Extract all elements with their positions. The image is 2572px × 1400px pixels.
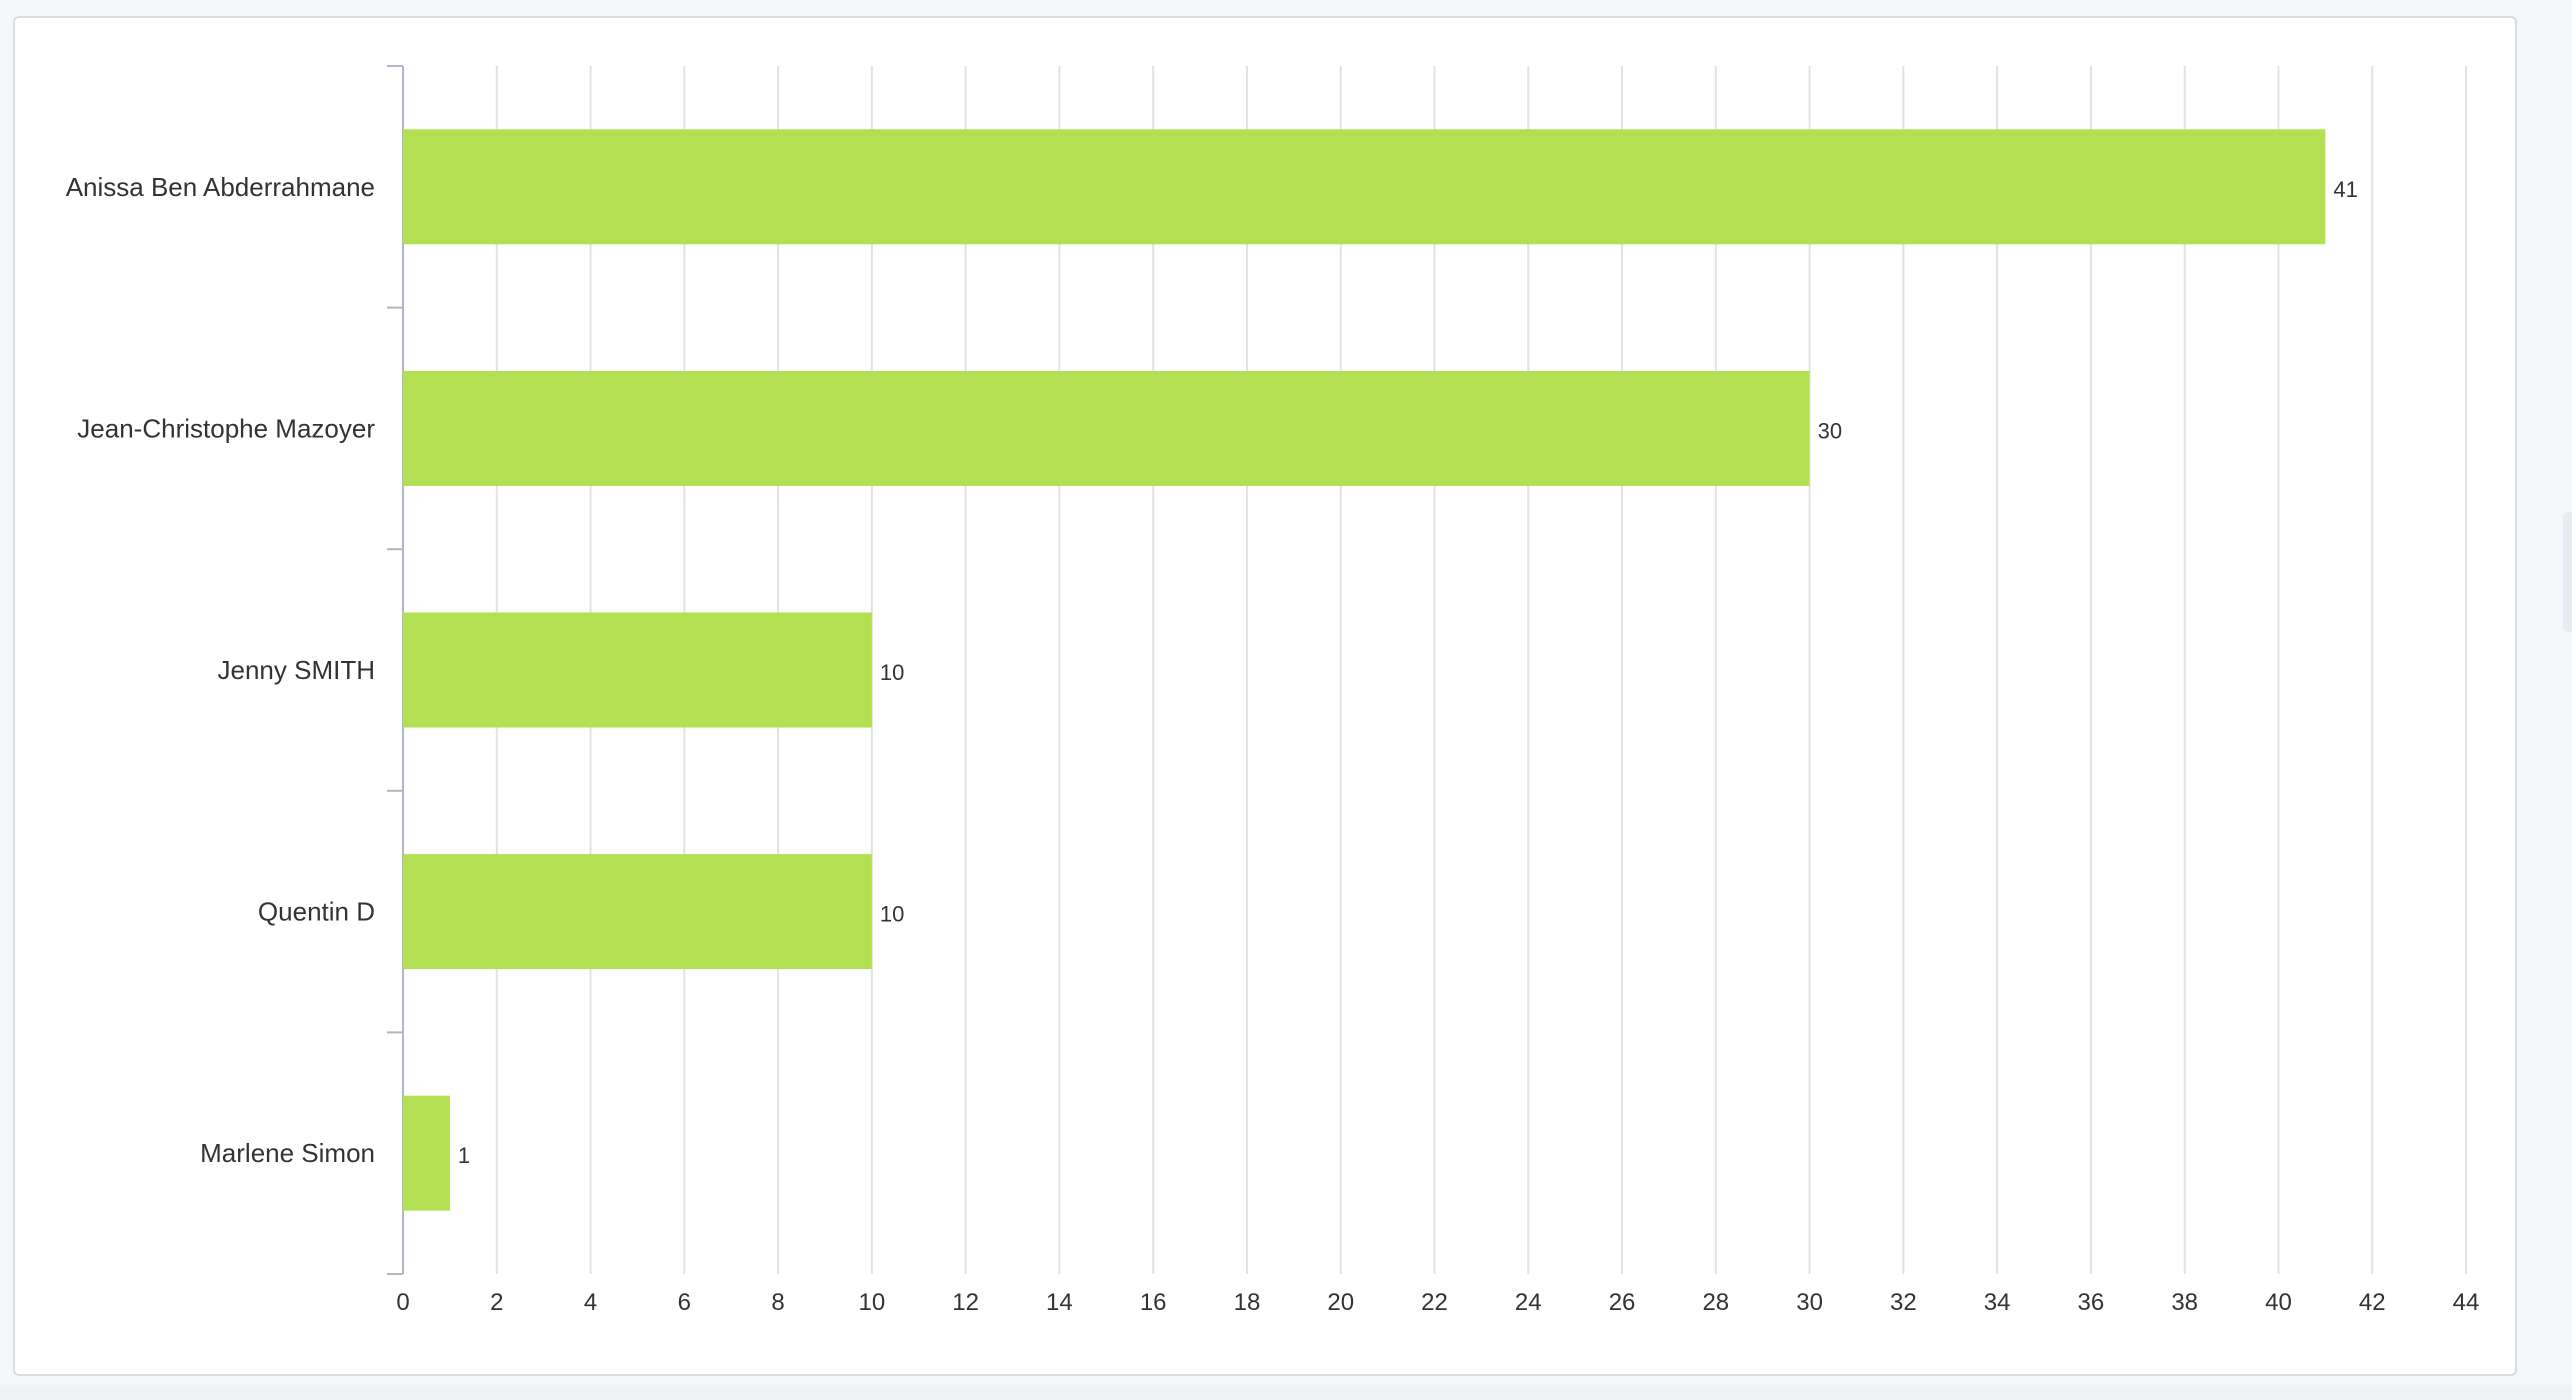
bar [403, 1095, 450, 1211]
x-tick-label: 32 [1890, 1289, 1917, 1316]
x-tick-label: 6 [678, 1289, 691, 1316]
x-tick-label: 42 [2359, 1289, 2386, 1316]
x-tick-label: 0 [396, 1289, 409, 1316]
x-tick-label: 30 [1796, 1289, 1823, 1316]
category-label: Jenny SMITH [218, 655, 376, 685]
x-tick-label: 20 [1327, 1289, 1354, 1316]
x-tick-label: 12 [952, 1289, 979, 1316]
data-label: 10 [880, 660, 904, 685]
labels: 0 2 4 6 8 10 12 14 16 18 20 22 24 26 28 30 32 34 36 38 40 42 4… [66, 172, 2480, 1316]
bar [403, 129, 2326, 245]
x-tick-label: 16 [1140, 1289, 1167, 1316]
x-tick-label: 2 [490, 1289, 503, 1316]
x-tick-label: 34 [1984, 1289, 2011, 1316]
data-label: 30 [1818, 418, 1842, 443]
gridlines [495, 66, 2467, 1274]
side-scroll-tab[interactable] [2563, 512, 2572, 632]
x-tick-label: 22 [1421, 1289, 1448, 1316]
bar [403, 612, 872, 728]
data-label: 10 [880, 902, 904, 927]
x-tick-label: 14 [1046, 1289, 1073, 1316]
x-tick-label: 28 [1702, 1289, 1729, 1316]
x-tick-label: 24 [1515, 1289, 1542, 1316]
x-tick-label: 38 [2171, 1289, 2198, 1316]
x-tick-label: 36 [2078, 1289, 2105, 1316]
x-tick-label: 4 [584, 1289, 597, 1316]
data-label: 1 [458, 1143, 470, 1168]
x-tick-label: 40 [2265, 1289, 2292, 1316]
x-tick-label: 10 [859, 1289, 886, 1316]
category-label: Quentin D [258, 897, 375, 927]
bars [403, 129, 2326, 1211]
category-label: Marlene Simon [200, 1138, 375, 1168]
category-label: Anissa Ben Abderrahmane [66, 172, 375, 202]
axes [387, 65, 404, 1275]
bar [403, 854, 872, 970]
category-label: Jean-Christophe Mazoyer [77, 413, 375, 443]
data-label: 41 [2333, 177, 2357, 202]
x-tick-label: 8 [771, 1289, 784, 1316]
x-tick-label: 26 [1609, 1289, 1636, 1316]
x-tick-label: 44 [2453, 1289, 2480, 1316]
bar [403, 370, 1810, 486]
x-tick-label: 18 [1234, 1289, 1261, 1316]
bottom-strip [0, 1385, 2572, 1400]
